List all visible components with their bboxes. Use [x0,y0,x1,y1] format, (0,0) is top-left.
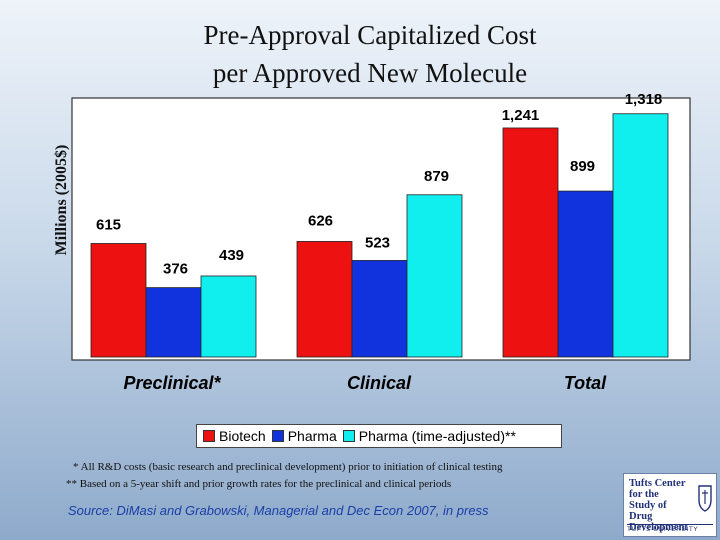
logo-university: TUFTS UNIVERSITY [627,524,713,533]
bar-pharma-1 [351,260,408,358]
bar-pharma-time-adjusted-1 [406,194,463,358]
category-label-preclinical: Preclinical* [123,373,221,393]
footnote-time-adjusted: ** Based on a 5-year shift and prior gro… [66,478,452,490]
title-line-2: per Approved New Molecule [212,58,528,88]
shield-icon [698,485,712,512]
legend-item-biotech: Biotech [203,428,266,444]
data-label-0-2: 1,241 [502,107,540,124]
bar-biotech-0 [90,243,147,358]
bar-biotech-2 [502,127,559,358]
data-label-2-2: 1,318 [625,91,663,108]
legend-label-pharma-time-adjusted: Pharma (time-adjusted)** [358,428,516,444]
data-label-0-1: 626 [308,212,333,229]
logo-name: Tufts Center for the Study of Drug Devel… [629,478,688,533]
legend-swatch-biotech [203,430,215,442]
footnote-preclinical: * All R&D costs (basic research and prec… [73,461,503,473]
data-label-1-0: 376 [163,261,188,278]
data-label-1-2: 899 [570,158,595,175]
data-label-2-0: 439 [219,247,244,264]
chart-title: Pre-Approval Capitalized Cost per Approv… [0,16,720,92]
bar-biotech-1 [296,241,353,358]
legend-item-pharma-time-adjusted: Pharma (time-adjusted)** [342,428,516,444]
legend-swatch-pharma [271,430,284,442]
category-label-total: Total [563,373,607,393]
data-label-2-1: 879 [424,168,449,185]
data-label-1-1: 523 [365,234,390,251]
legend-label-biotech: Biotech [219,428,266,444]
bar-pharma-time-adjusted-0 [200,275,257,358]
legend-label-pharma: Pharma [287,428,337,444]
bar-pharma-0 [145,287,202,358]
tufts-center-logo: Tufts Center for the Study of Drug Devel… [623,473,717,537]
bar-pharma-2 [557,190,614,358]
source-citation: Source: DiMasi and Grabowski, Managerial… [68,503,489,518]
legend-swatch-pharma-time-adjusted [342,430,355,442]
data-label-0-0: 615 [96,216,121,233]
bar-pharma-time-adjusted-2 [612,113,669,358]
title-line-1: Pre-Approval Capitalized Cost [203,20,537,50]
category-label-clinical: Clinical [346,373,412,393]
legend-item-pharma: Pharma [271,428,337,444]
chart-legend: Biotech Pharma Pharma (time-adjusted)** [196,424,562,448]
